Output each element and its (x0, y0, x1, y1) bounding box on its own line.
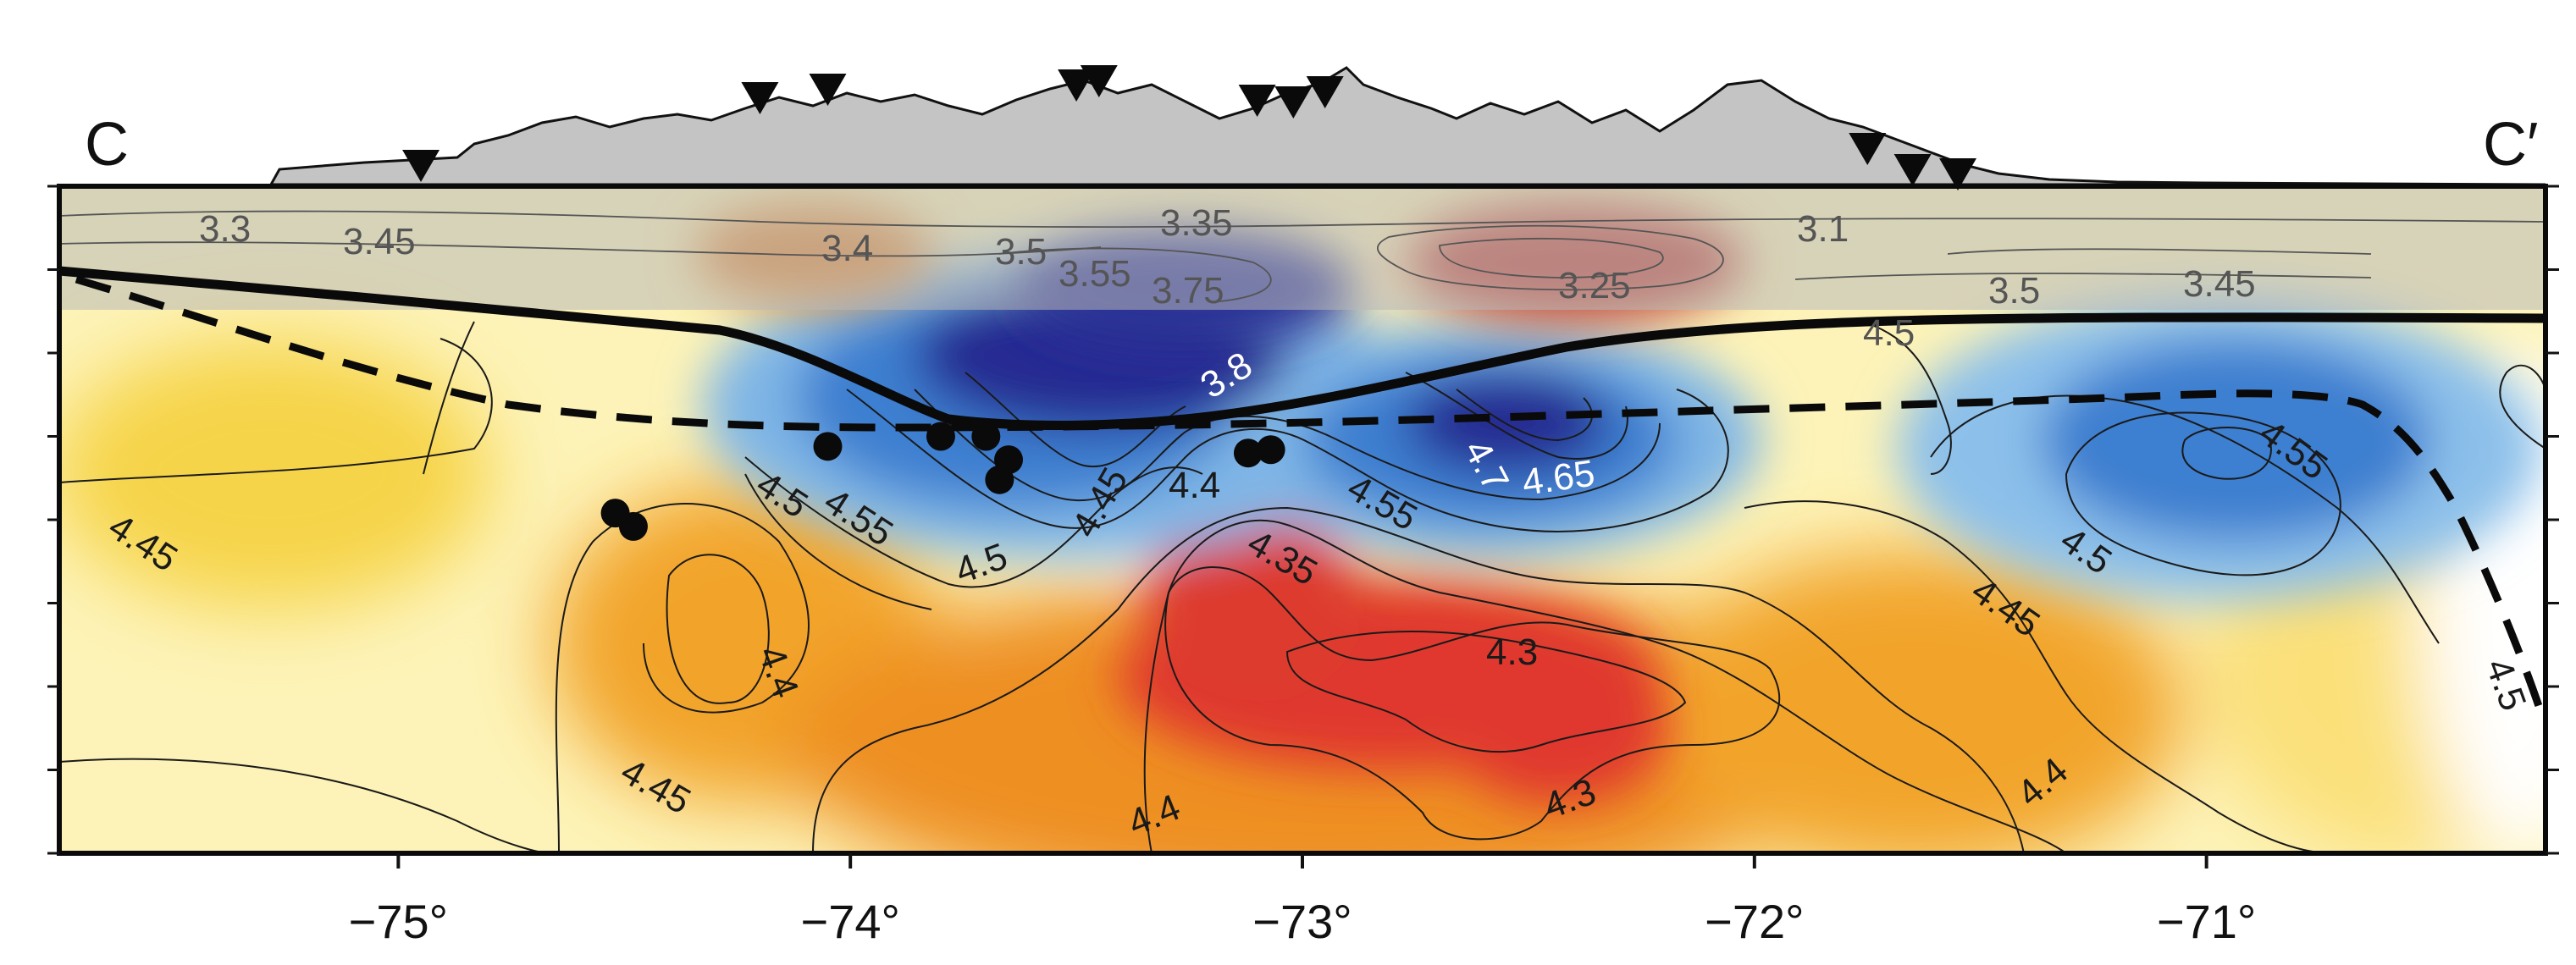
blue-anomaly-deep-central (1406, 372, 1609, 474)
x-tick-label: −73° (1252, 895, 1352, 948)
crust-grey-veil (59, 186, 2546, 310)
contour-label: 4.5 (1863, 312, 1915, 354)
earthquake-dot (985, 465, 1014, 494)
profile-end-label: C′ (2483, 111, 2539, 179)
x-axis-ticks: −75° −74° −73° −72° −71° (349, 853, 2256, 948)
earthquake-dot (971, 422, 1001, 451)
x-tick-label: −71° (2157, 895, 2256, 948)
station-marker (1849, 133, 1887, 165)
contour-label: 3.5 (995, 231, 1047, 273)
red-anomaly-lower (1448, 652, 1668, 804)
y-axis-ticks (47, 185, 2559, 855)
earthquake-dot (813, 432, 843, 461)
blue-anomaly-medium-east (2041, 339, 2430, 542)
station-marker (1238, 85, 1276, 117)
earthquake-hypocenters (600, 422, 1285, 541)
moho-solid-line (58, 266, 2546, 430)
contour-label: 3.55 (1059, 253, 1131, 295)
station-marker (1058, 69, 1096, 102)
contour-label: 3.1 (1797, 208, 1849, 250)
station-marker (1939, 158, 1977, 190)
profile-start-label: C (85, 111, 129, 179)
contour-label: 3.25 (1558, 265, 1631, 306)
seismic-stations (402, 65, 1977, 190)
station-marker (1306, 76, 1344, 108)
station-marker (1893, 154, 1932, 186)
station-marker (809, 74, 847, 106)
yellow-anomaly-west (59, 339, 491, 609)
contour-label: 4.65 (1520, 452, 1598, 503)
station-marker (402, 150, 440, 182)
x-tick-label: −74° (800, 895, 899, 948)
contour-label: 3.4 (821, 228, 873, 269)
contour-label: 3.3 (199, 208, 251, 250)
red-anomaly-upper (1143, 516, 1363, 703)
contour-label: 3.35 (1160, 202, 1233, 244)
topography-profile (268, 66, 2546, 186)
slab-dashed-line (75, 275, 2545, 713)
x-tick-label: −72° (1705, 895, 1804, 948)
contour-label: 3.45 (343, 221, 416, 262)
contour-lines (59, 321, 2546, 853)
velocity-field (59, 186, 2546, 853)
contour-label: 3.75 (1152, 270, 1224, 312)
contour-label: 3.45 (2183, 263, 2256, 305)
orange-anomaly-east (1643, 550, 2185, 853)
crust-contour-lines (59, 210, 2546, 302)
earthquake-dot (1256, 435, 1285, 465)
x-tick-label: −75° (349, 895, 448, 948)
station-marker (1080, 65, 1118, 97)
station-marker (741, 82, 779, 114)
contour-label: 4.3 (1486, 631, 1538, 673)
earthquake-dot (618, 511, 648, 541)
earthquake-dot (926, 422, 955, 451)
earthquake-dot (1233, 438, 1263, 468)
station-marker (1274, 86, 1313, 119)
contour-label: 3.5 (1988, 270, 2040, 312)
contour-label: 4.4 (1169, 465, 1220, 506)
